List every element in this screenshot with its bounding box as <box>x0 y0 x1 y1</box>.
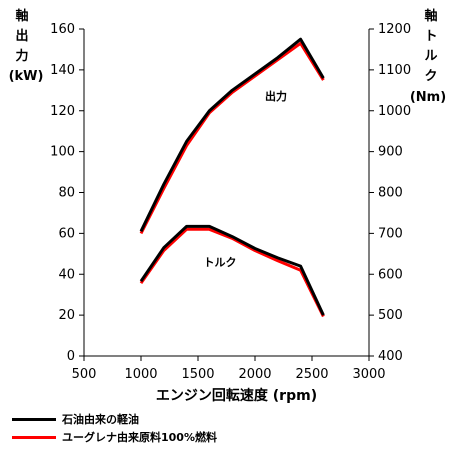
legend-label: ユーグレナ由来原料100%燃料 <box>62 431 217 444</box>
legend-item: ユーグレナ由来原料100%燃料 <box>12 428 217 446</box>
y-left-tick-label: 100 <box>50 145 75 160</box>
y-left-unit: (kW) <box>9 69 44 84</box>
series-line-power-black <box>139 37 325 232</box>
x-tick-label: 2500 <box>295 367 328 382</box>
y-right-tick-label: 400 <box>378 349 403 364</box>
y-right-label-char: ク <box>424 69 437 84</box>
y-left-label-char: 力 <box>15 48 28 64</box>
series-line-torque-red <box>139 227 325 318</box>
y-right-tick-label: 800 <box>378 186 403 201</box>
y-right-tick-label: 700 <box>378 226 403 241</box>
legend-item: 石油由来の軽油 <box>12 410 217 428</box>
x-tick-label: 2000 <box>238 367 271 382</box>
y-right-label-char: 軸 <box>424 8 437 24</box>
y-left-tick-label: 160 <box>50 22 75 37</box>
torque-annotation: トルク <box>204 256 237 269</box>
x-tick-label: 1000 <box>124 367 157 382</box>
chart: 500 1000 1500 2000 2500 3000 0 20 40 60 80 100 120 14… <box>9 8 447 404</box>
power-annotation: 出力 <box>265 89 287 103</box>
y-right-tick-label: 1000 <box>378 104 411 119</box>
y-left-tick-label: 80 <box>58 186 75 201</box>
y-right-unit: (Nm) <box>410 90 446 105</box>
y-right-tick-label: 500 <box>378 308 403 323</box>
y-left-tick-label: 120 <box>50 104 75 119</box>
x-tick-label: 500 <box>72 367 97 382</box>
y-left-tick-label: 40 <box>58 267 75 282</box>
y-left-label-char: 軸 <box>15 8 28 24</box>
legend: 石油由来の軽油 ユーグレナ由来原料100%燃料 <box>12 410 217 446</box>
series-line-power-red <box>139 41 325 235</box>
x-axis-label: エンジン回転速度 (rpm) <box>156 387 317 404</box>
y-right-tick-label: 1200 <box>378 22 411 37</box>
y-left-label-char: 出 <box>15 28 28 44</box>
x-tick-label: 1500 <box>181 367 214 382</box>
y-left-tick-label: 140 <box>50 63 75 78</box>
x-tick-label: 3000 <box>352 367 385 382</box>
y-right-label-char: ト <box>424 29 437 44</box>
y-left-tick-label: 0 <box>67 349 75 364</box>
legend-swatch-black <box>12 417 56 421</box>
y-left-tick-label: 60 <box>58 226 75 241</box>
y-left-tick-label: 20 <box>58 308 75 323</box>
series-line-torque-black <box>139 224 325 316</box>
legend-label: 石油由来の軽油 <box>62 413 139 426</box>
legend-swatch-red <box>12 435 56 439</box>
y-right-label-char: ル <box>424 49 437 64</box>
y-right-tick-label: 1100 <box>378 63 411 78</box>
y-right-tick-label: 900 <box>378 145 403 160</box>
y-right-tick-label: 600 <box>378 267 403 282</box>
